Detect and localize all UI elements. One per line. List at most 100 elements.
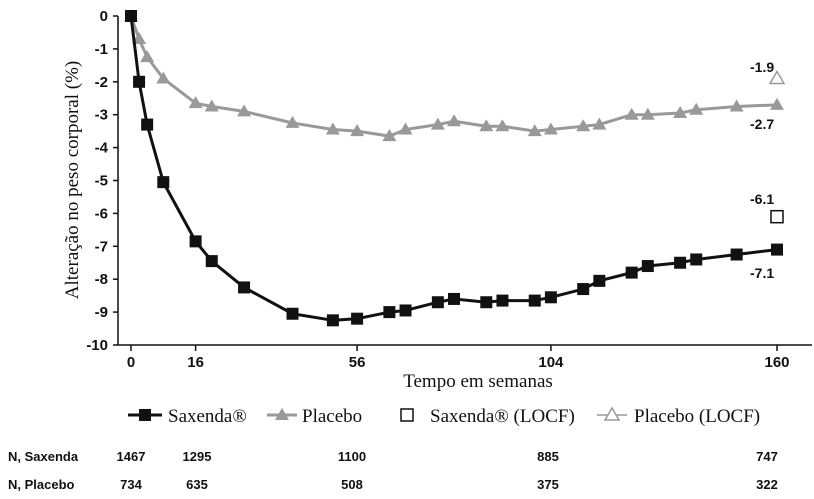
placebo-point bbox=[156, 71, 171, 84]
legend-item-placebo-locf: Placebo (LOCF) bbox=[597, 406, 760, 427]
x-axis-ticks: 0 16 56 104 160 bbox=[127, 345, 790, 371]
y-tick-label: -1 bbox=[95, 41, 108, 58]
legend-item-saxenda-locf: Saxenda® (LOCF) bbox=[400, 406, 575, 427]
saxenda-point bbox=[286, 307, 299, 320]
placebo-point bbox=[204, 99, 219, 112]
saxenda-point bbox=[674, 256, 687, 269]
at-risk-value: 322 bbox=[756, 477, 778, 492]
placebo-point bbox=[447, 114, 461, 127]
series-square-open bbox=[770, 209, 784, 224]
placebo-locf-point bbox=[768, 70, 786, 85]
legend-label-placebo: Placebo bbox=[302, 406, 362, 427]
saxenda-point bbox=[351, 312, 364, 325]
placebo-point bbox=[285, 115, 300, 128]
x-axis-title: Tempo em semanas bbox=[403, 371, 553, 392]
x-tick-label: 0 bbox=[127, 354, 135, 371]
placebo-point bbox=[770, 97, 784, 110]
placebo-point bbox=[624, 107, 639, 120]
at-risk-value: 635 bbox=[186, 477, 208, 492]
saxenda-point bbox=[641, 260, 654, 273]
placebo-point bbox=[640, 107, 655, 120]
placebo-point bbox=[237, 104, 252, 117]
saxenda-point bbox=[205, 255, 218, 268]
at-risk-value: 508 bbox=[341, 477, 363, 492]
axes bbox=[117, 16, 812, 346]
legend-label-saxenda-locf: Saxenda® (LOCF) bbox=[430, 406, 575, 427]
placebo-point bbox=[398, 122, 413, 135]
saxenda-point bbox=[326, 314, 339, 327]
saxenda-point bbox=[496, 294, 509, 307]
x-tick-label: 104 bbox=[538, 354, 564, 371]
series-line bbox=[129, 15, 778, 322]
placebo-point bbox=[188, 96, 203, 109]
placebo-point bbox=[479, 119, 494, 132]
series-layer bbox=[124, 9, 786, 327]
x-tick-label: 16 bbox=[187, 354, 204, 371]
legend: Saxenda® Placebo Saxenda® (LOCF) Placebo… bbox=[128, 406, 760, 427]
saxenda-point bbox=[771, 243, 783, 256]
placebo-point bbox=[430, 117, 445, 130]
at-risk-value: 885 bbox=[537, 449, 559, 464]
legend-triangle-filled-icon bbox=[275, 408, 289, 420]
at-risk-value: 734 bbox=[120, 477, 142, 492]
placebo-point bbox=[729, 99, 744, 112]
saxenda-point bbox=[157, 176, 170, 189]
y-tick-label: -6 bbox=[95, 205, 108, 222]
y-axis-ticks: 0 -1 -2 -3 -4 -5 -6 -7 -8 -9 -10 bbox=[86, 8, 118, 354]
at-risk-value: 1467 bbox=[117, 449, 146, 464]
placebo-point bbox=[673, 106, 688, 119]
placebo-point bbox=[543, 122, 558, 135]
legend-label-saxenda: Saxenda® bbox=[168, 406, 247, 427]
saxenda-point bbox=[238, 281, 251, 294]
saxenda-point bbox=[399, 304, 412, 317]
at-risk-value: 1295 bbox=[183, 449, 212, 464]
legend-triangle-open-icon bbox=[603, 406, 621, 421]
saxenda-point bbox=[125, 10, 137, 22]
series-square-filled bbox=[125, 10, 783, 327]
saxenda-locf-label: -6.1 bbox=[750, 191, 774, 207]
x-tick-label: 160 bbox=[764, 354, 789, 371]
at-risk-value: 747 bbox=[756, 449, 778, 464]
saxenda-point bbox=[141, 118, 154, 131]
placebo-point bbox=[382, 129, 397, 142]
legend-item-saxenda: Saxenda® bbox=[128, 406, 247, 427]
legend-square-filled-icon bbox=[139, 409, 151, 421]
y-tick-label: -3 bbox=[95, 107, 108, 124]
placebo-end-label: -2.7 bbox=[750, 116, 774, 132]
y-tick-label: -10 bbox=[86, 337, 108, 354]
y-tick-label: -4 bbox=[95, 140, 109, 157]
y-tick-label: -9 bbox=[95, 304, 108, 321]
saxenda-point bbox=[730, 248, 743, 261]
legend-label-placebo-locf: Placebo (LOCF) bbox=[634, 406, 760, 427]
saxenda-point bbox=[544, 291, 557, 304]
saxenda-point bbox=[480, 296, 493, 309]
legend-item-placebo: Placebo bbox=[267, 406, 362, 427]
saxenda-end-label: -7.1 bbox=[750, 265, 774, 281]
saxenda-point bbox=[528, 294, 541, 307]
y-axis-title: Alteração no peso corporal (%) bbox=[62, 61, 83, 299]
placebo-point bbox=[576, 119, 591, 132]
y-tick-label: -2 bbox=[95, 74, 108, 91]
saxenda-point bbox=[690, 253, 703, 266]
saxenda-point bbox=[133, 75, 146, 88]
y-tick-label: -5 bbox=[95, 173, 108, 190]
x-tick-label: 56 bbox=[349, 354, 366, 371]
placebo-point bbox=[689, 102, 704, 115]
saxenda-point bbox=[625, 266, 638, 279]
placebo-point bbox=[140, 50, 155, 63]
placebo-point bbox=[527, 124, 542, 137]
saxenda-point bbox=[189, 235, 202, 248]
placebo-point bbox=[495, 119, 510, 132]
series-triangle-filled bbox=[124, 9, 784, 142]
y-tick-label: -8 bbox=[95, 271, 108, 288]
legend-square-open-icon bbox=[400, 408, 414, 422]
saxenda-point bbox=[383, 306, 396, 319]
at-risk-row-label: N, Saxenda bbox=[8, 449, 79, 464]
at-risk-row-label: N, Placebo bbox=[8, 477, 75, 492]
placebo-point bbox=[325, 122, 340, 135]
at-risk-table: N, Saxenda 1467 1295 1100 885 747 N, Placebo 73… bbox=[8, 449, 778, 492]
placebo-locf-label: -1.9 bbox=[750, 59, 774, 75]
at-risk-value: 1100 bbox=[338, 449, 366, 464]
y-tick-label: 0 bbox=[100, 8, 108, 25]
